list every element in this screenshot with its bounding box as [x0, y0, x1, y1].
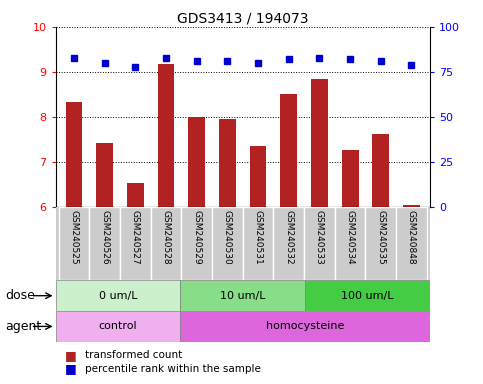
- Bar: [273, 207, 304, 280]
- Bar: [366, 207, 396, 280]
- Text: 100 um/L: 100 um/L: [341, 291, 394, 301]
- Bar: [372, 134, 389, 207]
- Text: 0 um/L: 0 um/L: [99, 291, 137, 301]
- Bar: [181, 207, 212, 280]
- Text: 10 um/L: 10 um/L: [220, 291, 266, 301]
- Bar: [127, 182, 144, 207]
- Bar: [280, 94, 297, 207]
- Text: GDS3413 / 194073: GDS3413 / 194073: [177, 12, 309, 25]
- Bar: [243, 207, 273, 280]
- Bar: [180, 280, 305, 311]
- Text: GSM240534: GSM240534: [346, 210, 355, 264]
- Bar: [335, 207, 366, 280]
- Text: control: control: [99, 321, 137, 331]
- Text: ■: ■: [65, 362, 77, 375]
- Bar: [96, 143, 113, 207]
- Bar: [305, 280, 430, 311]
- Bar: [304, 207, 335, 280]
- Text: GSM240848: GSM240848: [407, 210, 416, 264]
- Bar: [250, 146, 267, 207]
- Bar: [58, 207, 89, 280]
- Bar: [56, 311, 180, 342]
- Bar: [403, 205, 420, 207]
- Text: GSM240527: GSM240527: [131, 210, 140, 264]
- Bar: [341, 150, 358, 207]
- Bar: [56, 280, 180, 311]
- Bar: [188, 117, 205, 207]
- Text: GSM240526: GSM240526: [100, 210, 109, 264]
- Text: ■: ■: [65, 349, 77, 362]
- Text: transformed count: transformed count: [85, 350, 182, 360]
- Text: dose: dose: [5, 289, 35, 302]
- Bar: [89, 207, 120, 280]
- Text: agent: agent: [5, 320, 41, 333]
- Text: GSM240530: GSM240530: [223, 210, 232, 264]
- Text: percentile rank within the sample: percentile rank within the sample: [85, 364, 260, 374]
- Text: GSM240532: GSM240532: [284, 210, 293, 264]
- Text: homocysteine: homocysteine: [266, 321, 344, 331]
- Bar: [180, 311, 430, 342]
- Text: GSM240535: GSM240535: [376, 210, 385, 264]
- Bar: [157, 64, 174, 207]
- Text: GSM240533: GSM240533: [315, 210, 324, 264]
- Bar: [66, 102, 83, 207]
- Text: GSM240525: GSM240525: [70, 210, 78, 264]
- Bar: [151, 207, 181, 280]
- Bar: [212, 207, 243, 280]
- Bar: [311, 79, 328, 207]
- Text: GSM240531: GSM240531: [254, 210, 263, 264]
- Bar: [396, 207, 427, 280]
- Bar: [219, 119, 236, 207]
- Text: GSM240528: GSM240528: [161, 210, 170, 264]
- Bar: [120, 207, 151, 280]
- Text: GSM240529: GSM240529: [192, 210, 201, 264]
